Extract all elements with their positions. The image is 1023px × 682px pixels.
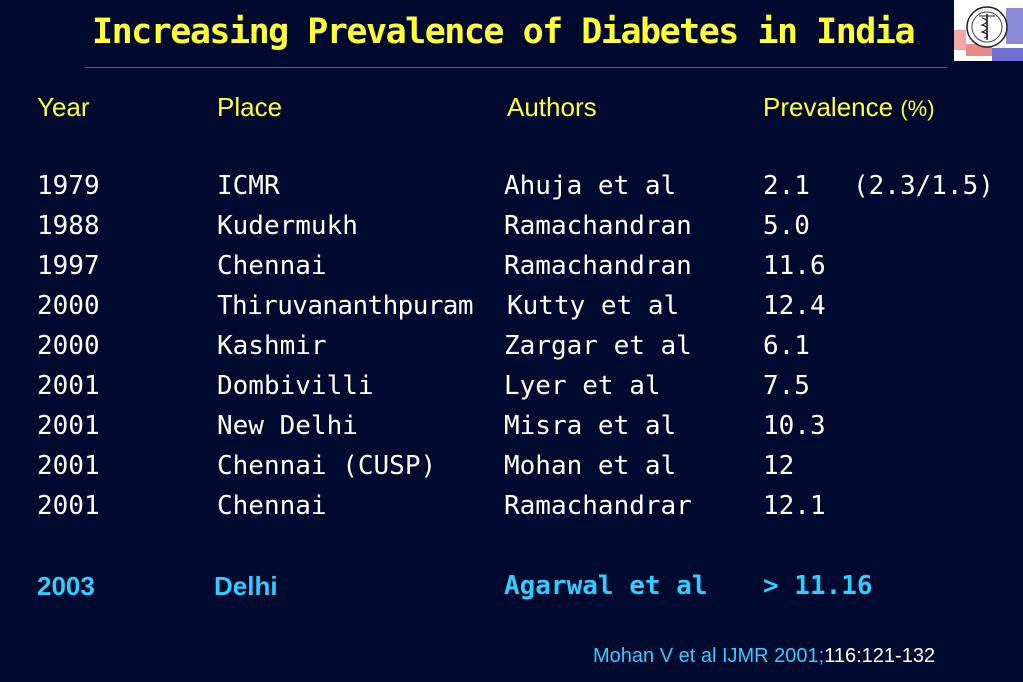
slide-title: Increasing Prevalence of Diabetes in Ind… [92,12,916,52]
cell-authors: Zargar et al [504,331,692,361]
citation: Mohan V et al IJMR 2001;116:121-132 [593,645,935,668]
cell-prevalence: 5.0 [763,211,810,241]
table-row: 2001 Chennai Ramachandrar 12.1 [0,491,1023,523]
header-year: Year [37,92,90,122]
cell-year: 2001 [37,491,100,521]
cell-place: Kudermukh [217,211,358,241]
cell-place: Thiruvananthpuram [217,291,474,321]
cell-prevalence: > 11.16 [763,571,873,601]
cell-year: 2001 [37,451,100,481]
cell-prevalence-note: (2.3/1.5) [853,171,994,201]
cell-place: Chennai [217,491,327,521]
cell-prevalence: 11.6 [763,251,826,281]
cell-prevalence: 12.1 [763,491,826,521]
table-row: 2000 Kashmir Zargar et al 6.1 [0,331,1023,363]
table-row: 2001 Dombivilli Lyer et al 7.5 [0,371,1023,403]
cell-prevalence: 10.3 [763,411,826,441]
cell-place: Chennai [217,251,327,281]
citation-volume: 116:121-132 [824,645,936,667]
cell-year: 2000 [37,291,100,321]
cell-place: Delhi [214,571,278,601]
header-place: Place [217,92,283,122]
header-prevalence-unit: (%) [900,96,935,121]
cell-year: 2001 [37,371,100,401]
table-header: Year Place Authors Prevalence (%) [0,92,1023,124]
cell-year: 2000 [37,331,100,361]
table-row: 1979 ICMR Ahuja et al 2.1 (2.3/1.5) [0,171,1023,203]
cell-year: 1997 [37,251,100,281]
cell-place: New Delhi [217,411,358,441]
header-prevalence: Prevalence (%) [763,92,935,123]
cell-place: Dombivilli [217,371,374,401]
cell-authors: Mohan et al [504,451,677,481]
cell-year: 2003 [37,571,95,601]
cell-authors: Kutty et al [507,291,680,321]
table-row: 1997 Chennai Ramachandran 11.6 [0,251,1023,283]
cell-authors: Lyer et al [504,371,661,401]
cell-authors: Ahuja et al [504,171,677,201]
cell-authors: Agarwal et al [504,571,708,601]
cell-prevalence: 12.4 [763,291,826,321]
header-authors: Authors [507,92,597,122]
cell-prevalence: 2.1 [763,171,810,201]
cell-prevalence: 7.5 [763,371,810,401]
cell-authors: Ramachandran [504,251,692,281]
medical-emblem-icon [954,0,1023,61]
table-row: 1988 Kudermukh Ramachandran 5.0 [0,211,1023,243]
table-row: 2001 Chennai (CUSP) Mohan et al 12 [0,451,1023,483]
cell-year: 1979 [37,171,100,201]
table-row: 2000 Thiruvananthpuram Kutty et al 12.4 [0,291,1023,323]
citation-source: Mohan V et al IJMR 2001; [593,645,825,667]
cell-authors: Misra et al [504,411,677,441]
cell-year: 1988 [37,211,100,241]
cell-year: 2001 [37,411,100,441]
cell-authors: Ramachandran [504,211,692,241]
cell-place: Kashmir [217,331,327,361]
cell-place: Chennai (CUSP) [217,451,437,481]
table-row: 2001 New Delhi Misra et al 10.3 [0,411,1023,443]
cell-place: ICMR [217,171,280,201]
cell-prevalence: 6.1 [763,331,810,361]
logo [954,0,1023,61]
header-prevalence-label: Prevalence [763,92,894,122]
cell-prevalence: 12 [763,451,795,481]
highlight-row: 2003 Delhi Agarwal et al > 11.16 [0,571,1023,603]
title-divider [85,67,947,68]
cell-authors: Ramachandrar [504,491,692,521]
